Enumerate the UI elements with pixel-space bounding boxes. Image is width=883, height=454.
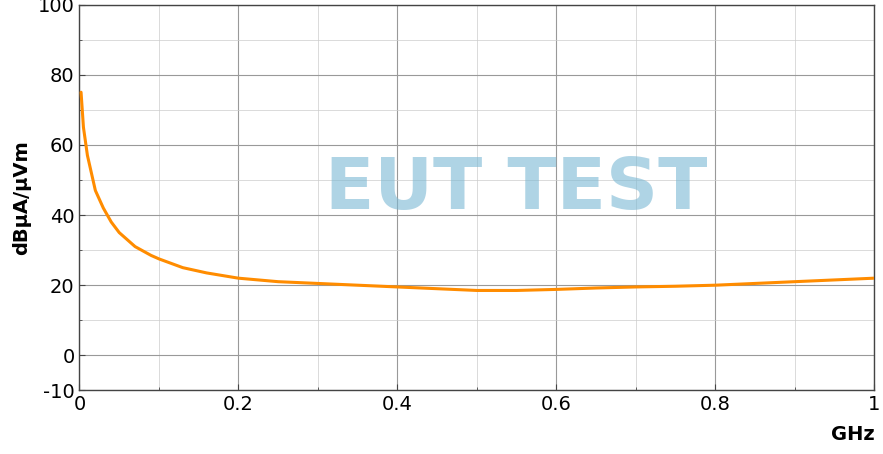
- Text: EUT TEST: EUT TEST: [325, 155, 708, 224]
- Text: GHz: GHz: [831, 425, 874, 444]
- Y-axis label: dBµA/µVm: dBµA/µVm: [11, 140, 31, 255]
